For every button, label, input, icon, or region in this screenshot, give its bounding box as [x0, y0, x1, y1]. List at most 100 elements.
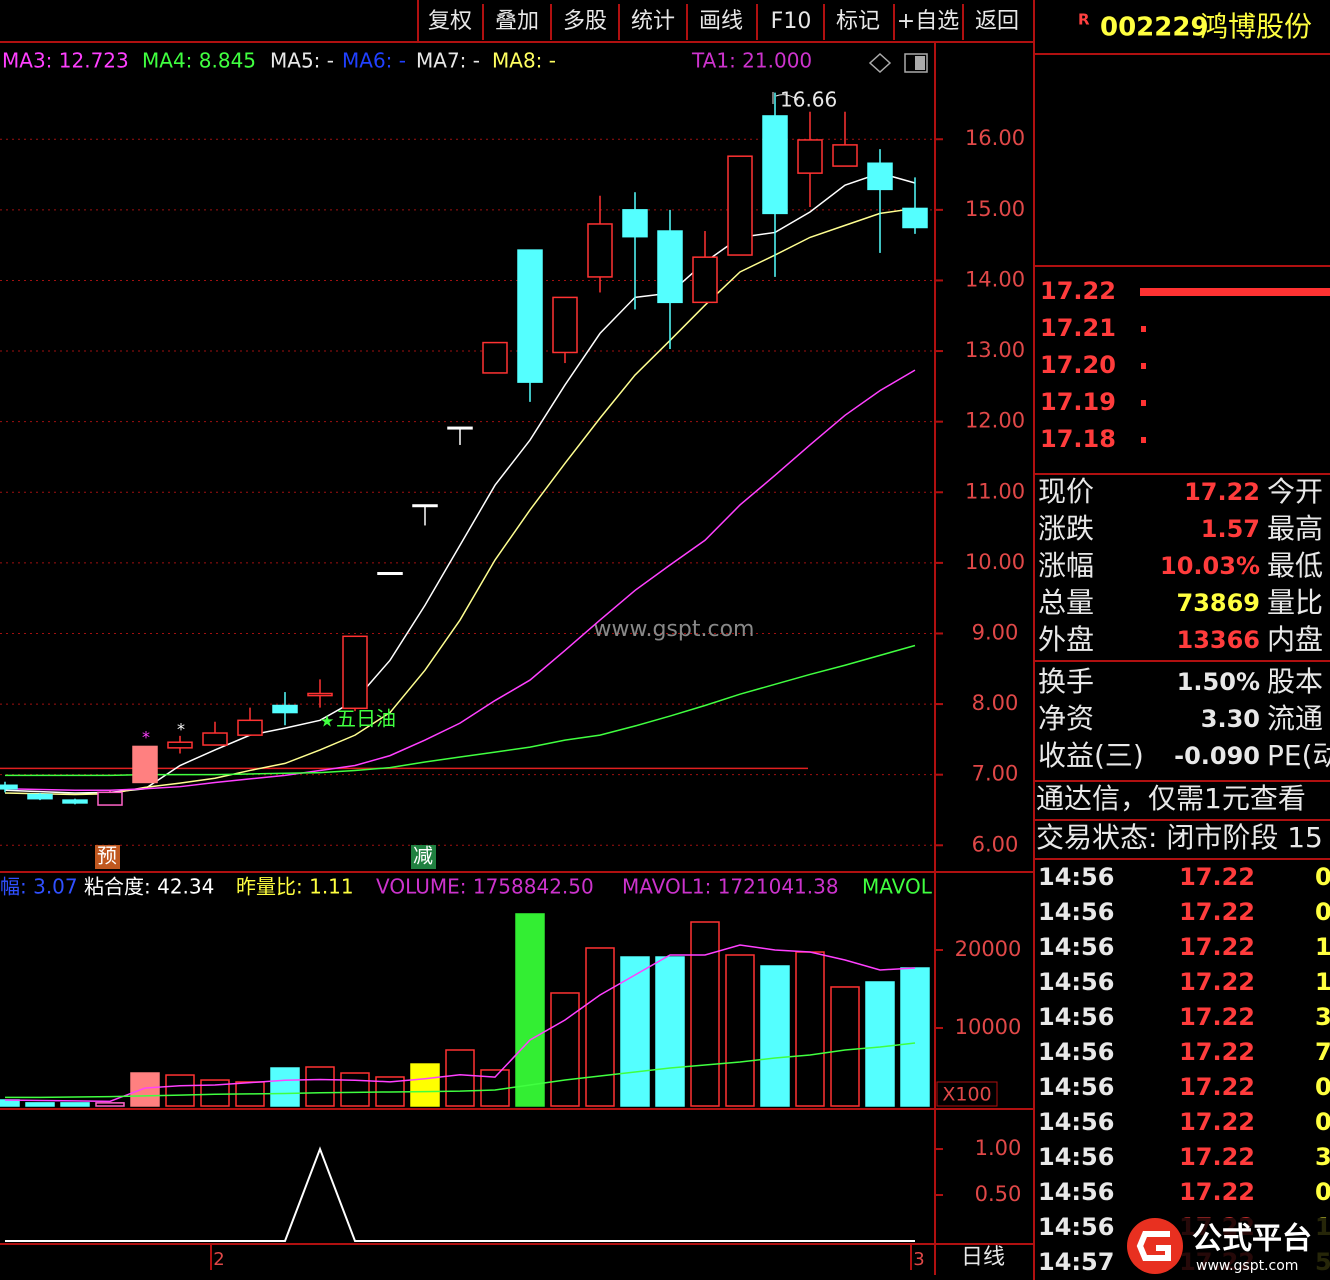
tick-volume: 1	[1315, 968, 1330, 996]
volume-bar	[900, 967, 930, 1107]
volume-bar	[830, 986, 860, 1107]
order-volume-bar	[1141, 363, 1146, 369]
quote-label: 股本	[1267, 665, 1323, 698]
legend-item: MAVOL1: 1721041.38	[622, 875, 839, 899]
watermark: www.gspt.com	[594, 617, 755, 642]
tick-price: 17.22	[1179, 1073, 1255, 1101]
tick-time: 14:56	[1038, 1073, 1114, 1101]
volume-bar	[340, 1072, 370, 1107]
unit-label: X100	[942, 1084, 991, 1106]
annotation: 预	[97, 844, 117, 868]
candle-body	[342, 635, 368, 710]
candle-body	[552, 296, 578, 354]
quote-label: 净资	[1038, 702, 1094, 735]
order-price: 17.22	[1040, 277, 1116, 305]
volume-bar	[655, 956, 685, 1107]
legend-item: 幅: 3.07	[0, 875, 78, 899]
toolbar-button[interactable]: F10	[771, 9, 812, 34]
volume-bar	[690, 921, 720, 1107]
legend-item: MAVOL	[862, 875, 933, 899]
volume-bar	[95, 1102, 125, 1107]
toolbar-button[interactable]: 返回	[975, 9, 1019, 34]
legend-item: 粘合度: 42.34	[84, 875, 214, 899]
candle-body	[657, 230, 683, 304]
logo-icon-mark	[1136, 1231, 1171, 1261]
tick-price: 17.22	[1179, 1003, 1255, 1031]
volume-bar	[550, 992, 580, 1107]
quote-label: 收益(三)	[1038, 739, 1144, 772]
quote-label: PE(动)	[1267, 739, 1330, 772]
candle-body	[97, 791, 123, 806]
tick-price: 17.22	[1179, 1038, 1255, 1066]
logo-icon	[1127, 1218, 1183, 1274]
order-price: 17.20	[1040, 351, 1116, 379]
toolbar-button[interactable]: 叠加	[495, 9, 539, 34]
high-pointer	[772, 92, 799, 104]
candle-body	[272, 704, 298, 714]
quote-value: 17.22	[1184, 478, 1260, 506]
candle-body	[202, 732, 228, 746]
y-tick-label: 11.00	[965, 479, 1025, 503]
legend-item: VOLUME: 1758842.50	[376, 875, 594, 899]
candle-body	[902, 207, 928, 229]
candle-body	[132, 745, 158, 784]
tick-price: 17.22	[1179, 1178, 1255, 1206]
toolbar-button[interactable]: 统计	[631, 9, 675, 34]
order-volume-bar	[1140, 288, 1330, 296]
tick-volume: 3	[1315, 1143, 1330, 1171]
legend-item: MA8: -	[492, 49, 556, 73]
volume-bar	[60, 1102, 90, 1107]
toolbar-button[interactable]: +自选	[897, 9, 959, 34]
tick-volume: 0	[1315, 898, 1330, 926]
candle-body	[762, 115, 788, 215]
quote-label: 最低	[1267, 549, 1323, 582]
volume-bar	[795, 951, 825, 1107]
volume-ma-line	[4, 944, 916, 1103]
order-price: 17.21	[1040, 314, 1116, 342]
x-tick-label: 3	[913, 1249, 924, 1270]
annotation: 减	[413, 844, 433, 868]
candle-body	[377, 572, 403, 576]
panel-icon[interactable]	[904, 53, 928, 73]
legend-item: MA5: -	[270, 49, 334, 73]
toolbar-button[interactable]: 多股	[563, 9, 607, 34]
tick-price: 17.22	[1179, 1143, 1255, 1171]
annotation: 五日油	[336, 707, 396, 731]
order-volume-bar	[1141, 400, 1146, 406]
quote-label: 流通	[1267, 702, 1323, 735]
candle-body	[482, 341, 508, 374]
tick-time: 14:56	[1038, 1143, 1114, 1171]
tick-volume: 0	[1315, 863, 1330, 891]
volume-bar	[25, 1102, 55, 1107]
tick-volume: 7	[1315, 1038, 1330, 1066]
y-tick-label: 10.00	[965, 550, 1025, 574]
legend-item: MA6: -	[342, 49, 406, 73]
toolbar-button[interactable]: 复权	[428, 9, 472, 34]
volume-bar	[410, 1063, 440, 1107]
diamond-icon[interactable]	[868, 52, 892, 74]
toolbar-button[interactable]: 标记	[836, 9, 880, 34]
quote-label: 换手	[1038, 665, 1094, 698]
legend-item: MA7: -	[416, 49, 480, 73]
ma-line	[4, 207, 916, 796]
toolbar-button[interactable]: 画线	[699, 9, 743, 34]
tick-time: 14:56	[1038, 1178, 1114, 1206]
indicator-line	[5, 1146, 915, 1242]
ad-text[interactable]: 通达信，仅需1元查看	[1036, 782, 1306, 815]
y-tick-label: 14.00	[965, 267, 1025, 291]
y-tick-label: 13.00	[965, 338, 1025, 362]
y-tick-label: 1.00	[975, 1136, 1022, 1160]
quote-value: -0.090	[1174, 742, 1260, 770]
quote-label: 内盘	[1267, 623, 1323, 656]
quote-label: 总量	[1038, 586, 1094, 619]
annotation: 16.66	[780, 88, 837, 112]
tick-time: 14:56	[1038, 1003, 1114, 1031]
candle-body	[412, 504, 438, 508]
volume-bar	[585, 947, 615, 1107]
volume-bar	[620, 956, 650, 1107]
volume-bar	[445, 1049, 475, 1107]
volume-bar	[270, 1067, 300, 1107]
period-label[interactable]: 日线	[961, 1245, 1005, 1270]
